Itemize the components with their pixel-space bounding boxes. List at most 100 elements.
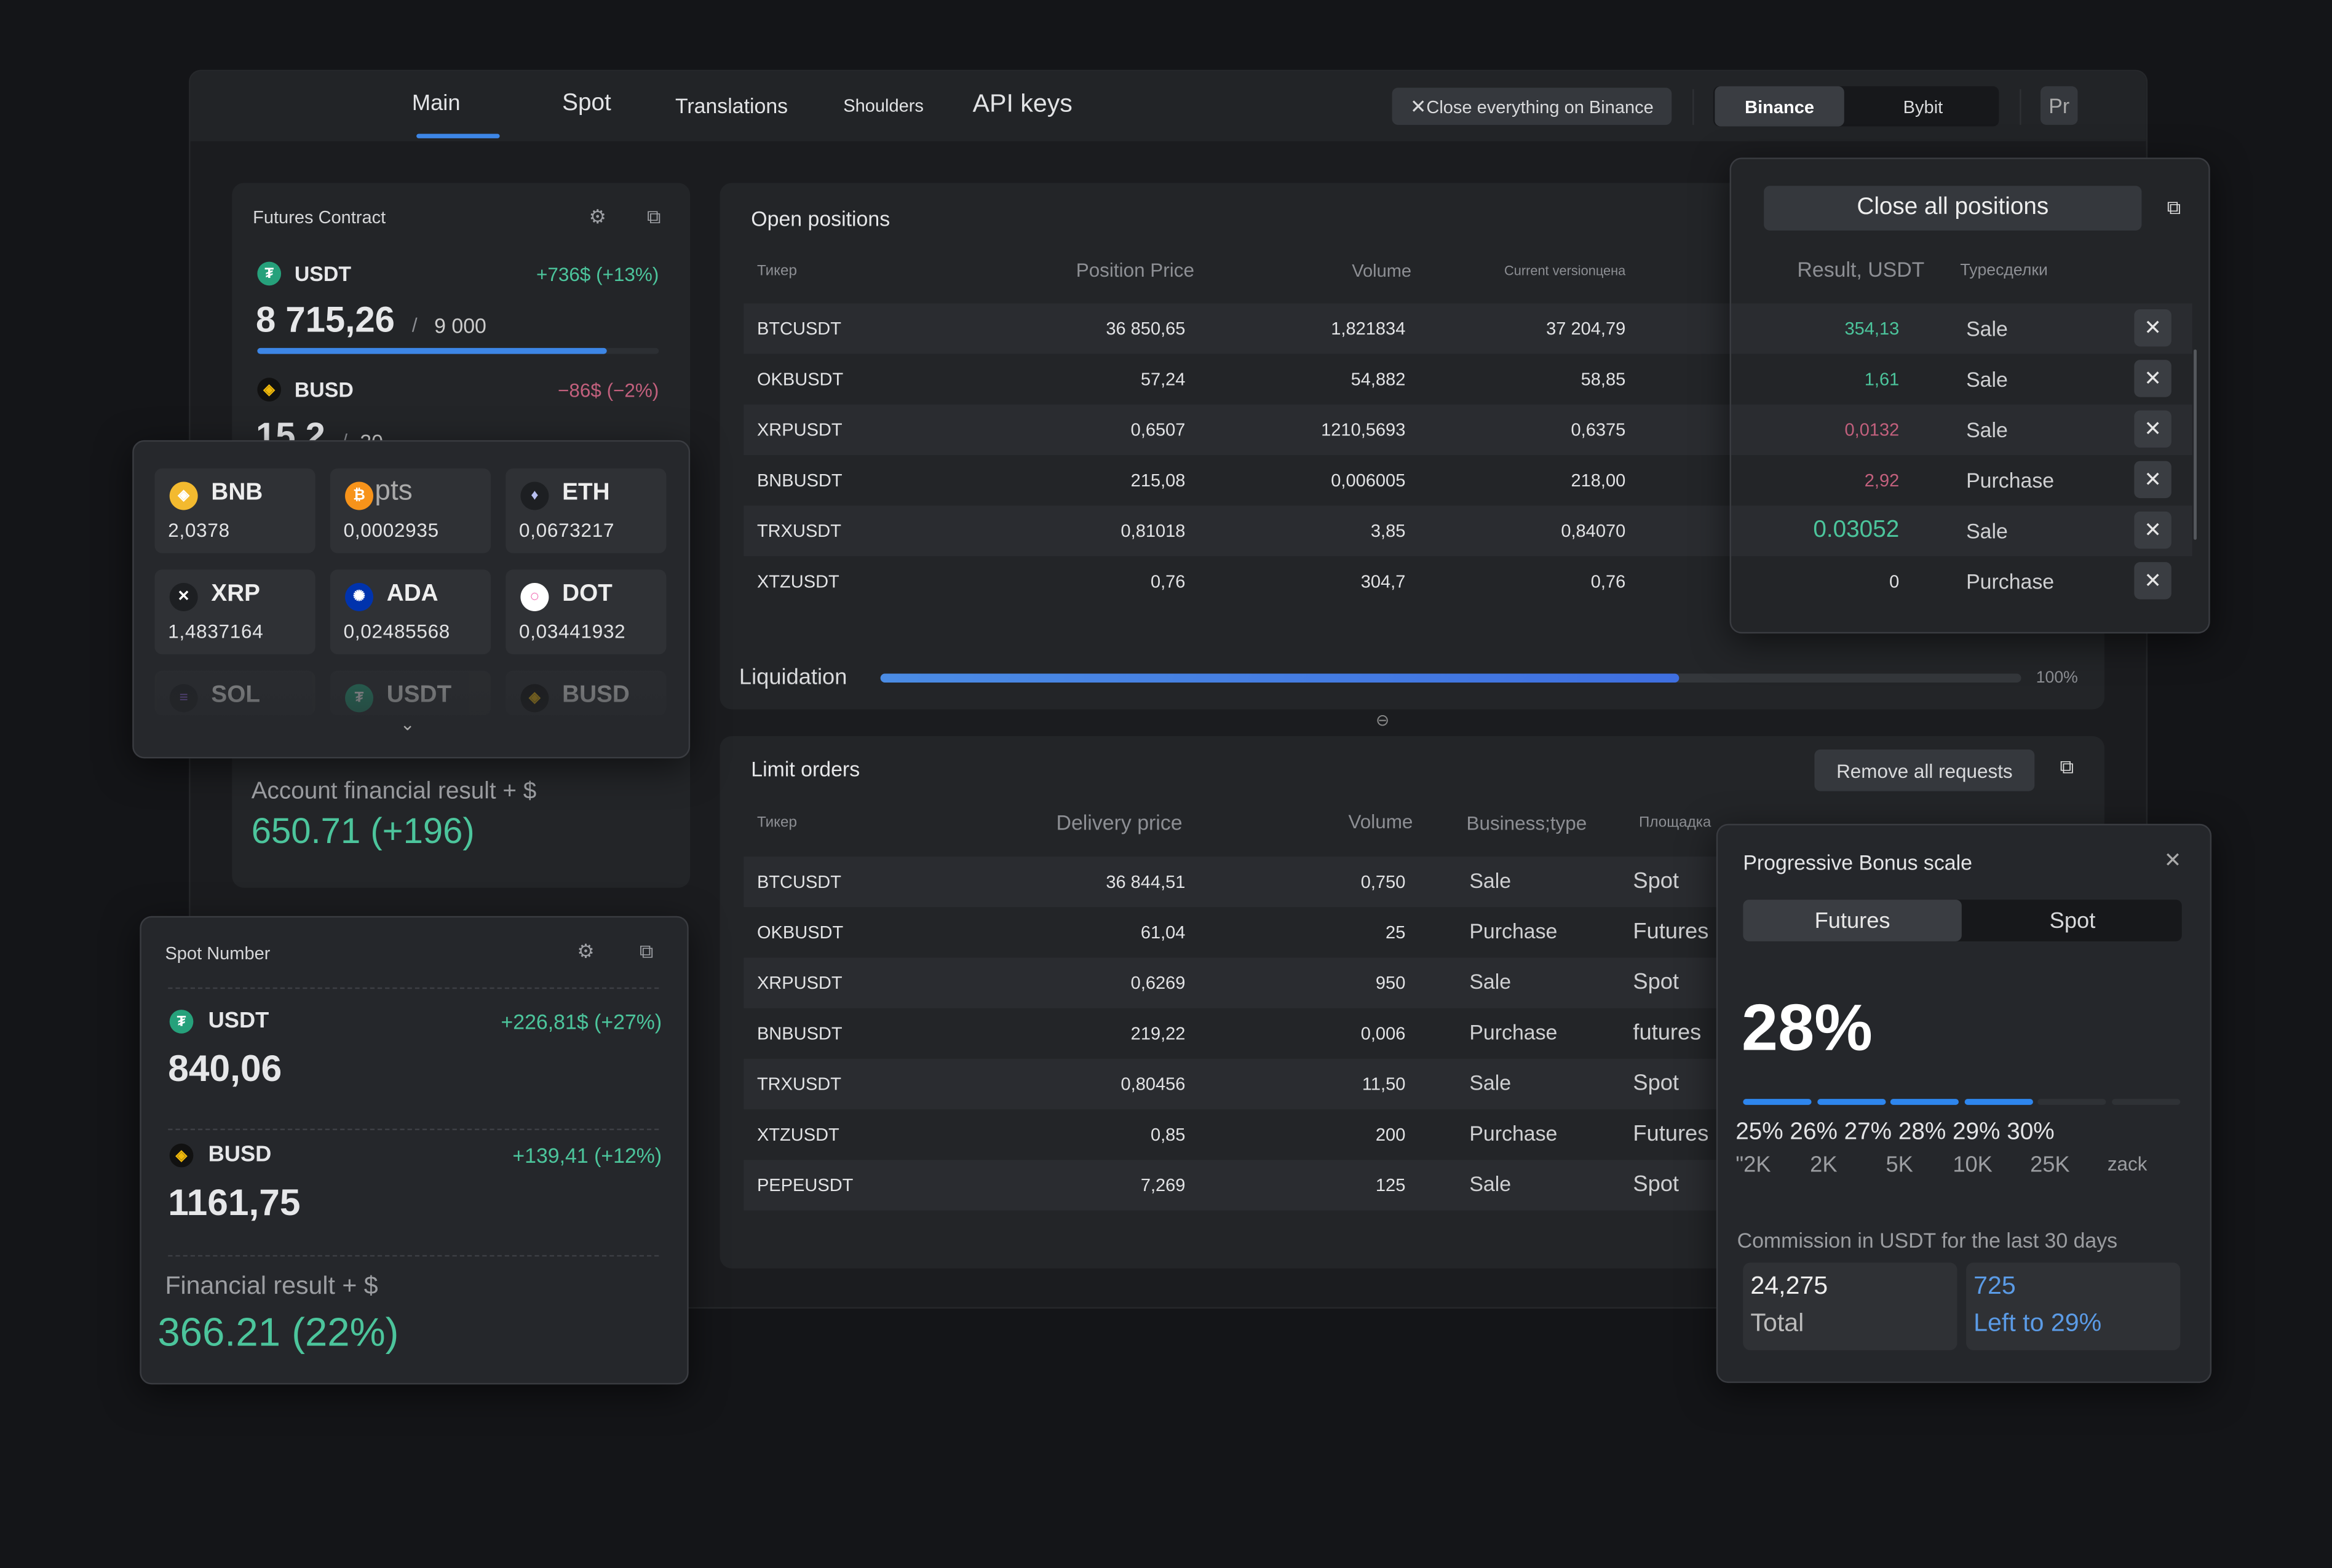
- chevron-down-icon[interactable]: ⌄: [400, 713, 415, 735]
- coin-tile[interactable]: ✺ ADA 0,02485568: [330, 569, 491, 655]
- popup-title: Progressive Bonus scale: [1743, 850, 1972, 875]
- remove-all-requests-button[interactable]: Remove all requests: [1814, 749, 2035, 791]
- ticker-cell: XRPUSDT: [756, 419, 843, 440]
- price-cell: 0,81018: [1120, 520, 1186, 542]
- gear-icon[interactable]: ⚙: [577, 940, 595, 962]
- tab-main[interactable]: Main: [411, 90, 461, 116]
- table-row[interactable]: OKBUSDT 61,04 25 Purchase Futures: [744, 907, 2104, 957]
- volume-cell: 304,7: [1360, 571, 1406, 592]
- coin-tile[interactable]: ₿ pts 0,0002935: [330, 468, 491, 553]
- coin-tile[interactable]: ♦ ETH 0,0673217: [506, 468, 667, 553]
- type-cell: Purchase: [1469, 1020, 1558, 1044]
- current-price-cell: 0,84070: [1561, 520, 1626, 542]
- bnb-icon: ◈: [169, 481, 198, 510]
- position-row: 1,61 Sale ✕: [1731, 354, 2192, 405]
- close-position-button[interactable]: ✕: [2134, 461, 2171, 499]
- close-position-button[interactable]: ✕: [2134, 360, 2171, 397]
- price-cell: 57,24: [1140, 368, 1186, 390]
- type-cell: Sale: [1469, 868, 1512, 893]
- coin-symbol: ADA: [386, 581, 438, 607]
- coin-change: +139,41 (+12%): [512, 1143, 662, 1168]
- table-row[interactable]: XTZUSDT 0,76 304,7 0,76: [744, 556, 2104, 606]
- tether-icon: ₮: [169, 1010, 194, 1034]
- coin-tile[interactable]: ✕ XRP 1,4837164: [154, 569, 315, 655]
- separator: /: [411, 314, 418, 336]
- close-position-button[interactable]: ✕: [2134, 562, 2171, 600]
- threshold-label: 5K: [1886, 1152, 1913, 1178]
- column-header: Current versionцена: [1504, 263, 1626, 279]
- tab-spot[interactable]: Spot: [2049, 908, 2096, 933]
- ticker-cell: BTCUSDT: [756, 318, 842, 339]
- busd-icon: ◈: [169, 1143, 194, 1168]
- price-cell: 7,269: [1140, 1174, 1186, 1196]
- price-cell: 0,85: [1150, 1124, 1186, 1146]
- profile-button[interactable]: Pr: [2040, 86, 2078, 125]
- price-cell: 0,6269: [1130, 972, 1186, 994]
- active-tab-indicator: [416, 133, 500, 138]
- column-header: Typeсделки: [1960, 261, 2048, 280]
- tab-translations[interactable]: Translations: [675, 93, 788, 118]
- external-link-icon[interactable]: ⧉: [2167, 196, 2181, 219]
- type-cell: Purchase: [1966, 569, 2055, 593]
- table-row[interactable]: BNBUSDT 215,08 0,006005 218,00: [744, 455, 2104, 505]
- close-all-positions-button[interactable]: Close all positions: [1764, 186, 2142, 231]
- exchange-bybit[interactable]: Bybit: [1903, 95, 1943, 117]
- close-position-button[interactable]: ✕: [2134, 410, 2171, 448]
- threshold-label: 2K: [1810, 1152, 1838, 1178]
- close-icon: ✕: [2144, 365, 2162, 390]
- tab-spot[interactable]: Spot: [562, 90, 611, 116]
- total-value: 24,275: [1750, 1271, 1828, 1300]
- price-cell: 0,6507: [1130, 419, 1186, 440]
- type-cell: Purchase: [1966, 468, 2055, 493]
- current-price-cell: 58,85: [1580, 368, 1626, 390]
- ticker-cell: XTZUSDT: [756, 1124, 839, 1146]
- left-label: Left to 29%: [1973, 1309, 2102, 1337]
- balance-value: 840,06: [168, 1048, 282, 1090]
- coin-tile[interactable]: ◈ BNB 2,0378: [154, 468, 315, 553]
- close-icon[interactable]: ✕: [2163, 847, 2182, 872]
- top-nav: Main Spot Translations Shoulders API key…: [190, 71, 2146, 141]
- close-everything-button[interactable]: ✕ Close everything on Binance: [1392, 87, 1672, 125]
- current-price-cell: 218,00: [1571, 470, 1626, 491]
- gear-icon[interactable]: ⚙: [589, 205, 606, 228]
- coin-change: +226,81$ (+27%): [501, 1010, 662, 1034]
- exchange-binance[interactable]: Binance: [1715, 86, 1844, 127]
- ticker-cell: XTZUSDT: [756, 571, 839, 592]
- current-price-cell: 37 204,79: [1546, 318, 1626, 339]
- tab-shoulders[interactable]: Shoulders: [843, 95, 924, 116]
- volume-cell: 0,006005: [1331, 470, 1406, 491]
- coin-tile[interactable]: ◌ DOT 0,03441932: [506, 569, 667, 655]
- divider: [168, 1255, 659, 1257]
- external-link-icon[interactable]: ⧉: [646, 205, 661, 228]
- link-icon[interactable]: ⊖: [1375, 712, 1390, 731]
- balance-value: 1161,75: [168, 1182, 301, 1224]
- tab-futures[interactable]: Futures: [1743, 900, 1962, 941]
- position-row: 0 Purchase ✕: [1731, 556, 2192, 606]
- column-header: Volume: [1352, 260, 1412, 282]
- close-icon: ✕: [2144, 568, 2162, 592]
- type-cell: Sale: [1966, 367, 2008, 392]
- volume-cell: 11,50: [1362, 1074, 1406, 1095]
- close-position-button[interactable]: ✕: [2134, 309, 2171, 347]
- external-link-icon[interactable]: ⧉: [639, 940, 654, 962]
- type-cell: Sale: [1469, 1171, 1512, 1196]
- tab-api-keys[interactable]: API keys: [972, 89, 1073, 118]
- external-link-icon[interactable]: ⧉: [2060, 755, 2074, 778]
- ticker-cell: TRXUSDT: [756, 1074, 842, 1095]
- table-row[interactable]: BNBUSDT 219,22 0,006 Purchase futures: [744, 1008, 2104, 1059]
- balance-progress: [257, 347, 659, 354]
- volume-cell: 1210,5693: [1321, 419, 1406, 440]
- close-positions-panel: Close all positions ⧉ Result, USDT Typeс…: [1729, 157, 2210, 634]
- price-cell: 36 850,65: [1106, 318, 1186, 339]
- table-row[interactable]: OKBUSDT 57,24 54,882 58,85: [744, 354, 2104, 405]
- position-row: 2,92 Purchase ✕: [1731, 455, 2192, 505]
- result-value: 366.21 (22%): [157, 1310, 399, 1355]
- scrollbar[interactable]: [2194, 349, 2197, 540]
- close-position-button[interactable]: ✕: [2134, 511, 2171, 549]
- divider: [2020, 89, 2021, 125]
- volume-cell: 1,821834: [1331, 318, 1406, 339]
- price-cell: 219,22: [1130, 1023, 1186, 1044]
- table-row[interactable]: XTZUSDT 0,85 200 Purchase Futures: [744, 1109, 2104, 1160]
- commission-label: Commission in USDT for the last 30 days: [1737, 1228, 2118, 1253]
- position-row: 354,13 Sale ✕: [1731, 303, 2192, 354]
